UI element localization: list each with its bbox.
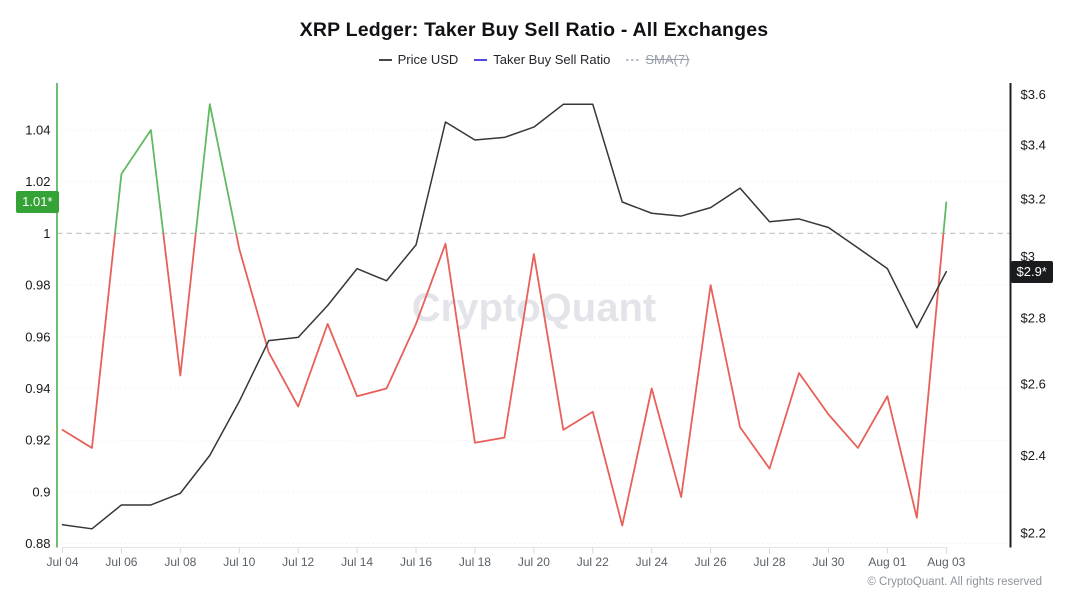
chart-legend: Price USD Taker Buy Sell Ratio SMA(7) [0,52,1068,67]
left-axis-tick-label: 0.94 [25,381,50,396]
x-axis-tick-label: Jul 12 [282,555,314,569]
x-axis-tick-label: Aug 03 [927,555,965,569]
legend-item-taker-buy-sell-ratio[interactable]: Taker Buy Sell Ratio [474,52,610,67]
legend-item-sma7[interactable]: SMA(7) [626,52,689,67]
left-axis-tick-label: 0.88 [25,536,50,551]
x-axis-tick-label: Aug 01 [868,555,906,569]
footer-copyright: © CryptoQuant. All rights reserved [867,576,1042,588]
legend-item-price-usd[interactable]: Price USD [378,52,459,67]
series-line-taker-buy-sell-ratio [61,233,945,527]
x-axis-tick-label: Jul 18 [459,555,491,569]
x-axis-tick-label: Jul 28 [754,555,786,569]
right-axis-tick-label: $3.2 [1021,192,1046,207]
legend-label-taker-buy-sell-ratio: Taker Buy Sell Ratio [493,52,611,67]
x-axis-tick-label: Jul 08 [164,555,196,569]
right-axis-tick-label: $2.8 [1021,311,1046,326]
x-axis-tick-label: Jul 14 [341,555,373,569]
legend-label-sma7: SMA(7) [645,52,690,67]
legend-label-price-usd: Price USD [397,52,459,67]
price-usd-line-icon [378,58,392,61]
right-axis-tick-label: $2.6 [1021,377,1046,392]
ratio-last-value-badge: 1.01* [16,191,59,214]
right-axis-tick-label: $2.4 [1021,448,1046,463]
sma7-line-icon [626,58,640,61]
left-axis-tick-label: 1.02 [25,174,50,189]
left-axis-tick-label: 0.98 [25,278,50,293]
x-axis-tick-label: Jul 06 [105,555,137,569]
x-axis-tick-label: Jul 30 [812,555,844,569]
right-axis-tick-label: $3.4 [1021,138,1046,153]
x-axis-tick-label: Jul 24 [636,555,668,569]
price-last-value-badge: $2.9* [1010,260,1053,283]
taker-buy-sell-ratio-line-icon [474,58,488,61]
right-axis-tick-label: $3 [1021,249,1035,264]
left-axis-tick-label: 1.04 [25,122,50,137]
right-axis-tick-label: $2.2 [1021,525,1046,540]
x-axis-tick-label: Jul 16 [400,555,432,569]
x-axis-tick-label: Jul 26 [695,555,727,569]
left-axis-tick-label: 0.96 [25,329,50,344]
left-axis-tick-label: 0.92 [25,433,50,448]
left-axis-tick-label: 1 [43,226,50,241]
left-axis-tick-label: 0.9 [32,484,50,499]
chart-title: XRP Ledger: Taker Buy Sell Ratio - All E… [299,19,769,41]
series-line-price-usd [61,103,948,530]
series-line-taker-buy-sell-ratio-above [114,103,948,234]
x-axis-tick-label: Jul 22 [577,555,609,569]
x-axis-tick-label: Jul 04 [46,555,78,569]
x-axis-tick-label: Jul 20 [518,555,550,569]
x-axis-tick-label: Jul 10 [223,555,255,569]
right-axis-tick-label: $3.6 [1021,87,1046,102]
